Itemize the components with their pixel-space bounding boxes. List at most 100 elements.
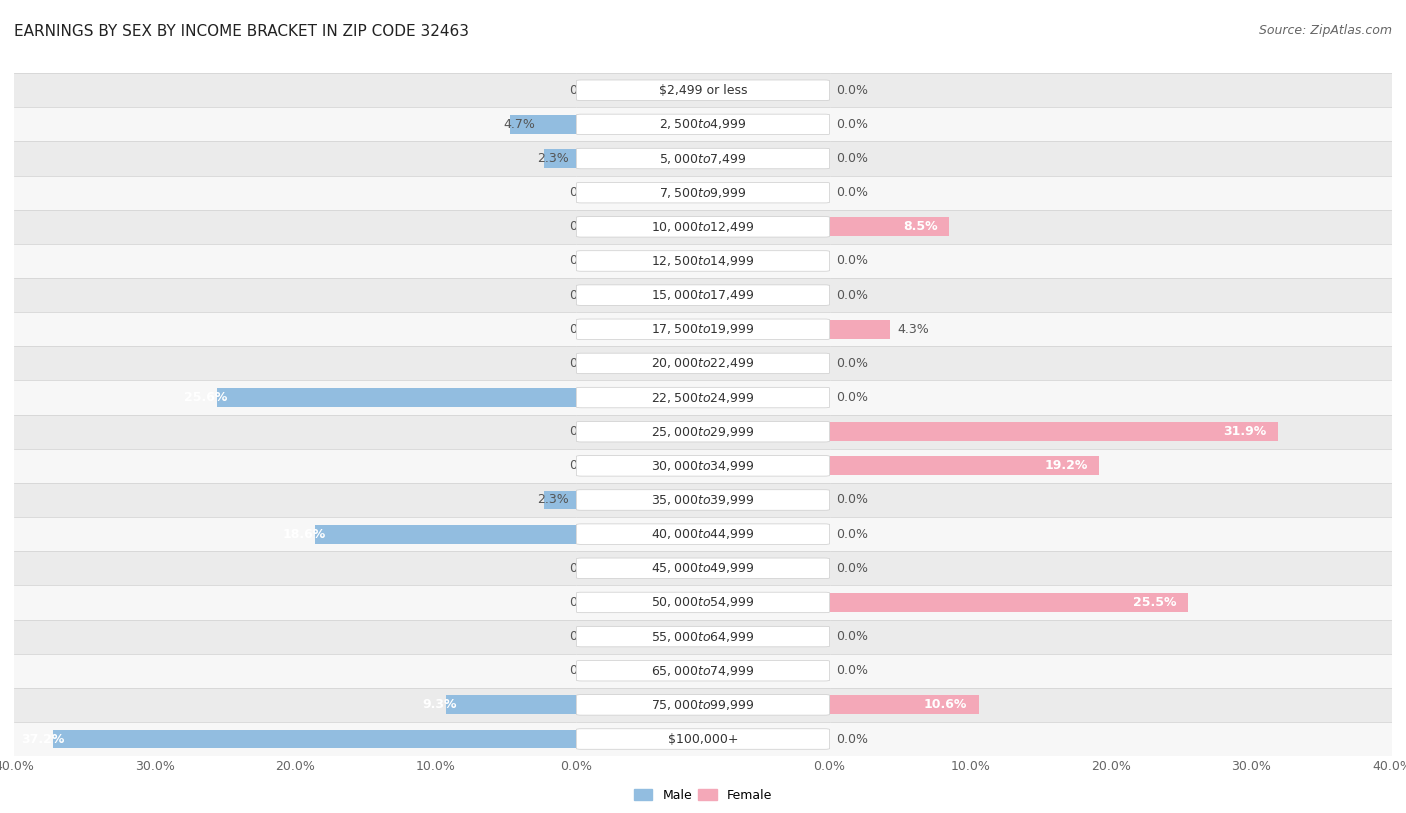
Text: 0.0%: 0.0% [837, 118, 869, 131]
Text: $22,500 to $24,999: $22,500 to $24,999 [651, 390, 755, 405]
Bar [14, 585, 576, 620]
FancyBboxPatch shape [576, 558, 830, 579]
Text: 0.0%: 0.0% [837, 664, 869, 677]
Text: 0.0%: 0.0% [837, 186, 869, 199]
Text: 0.0%: 0.0% [837, 391, 869, 404]
Text: $20,000 to $22,499: $20,000 to $22,499 [651, 356, 755, 371]
Text: 0.0%: 0.0% [837, 562, 869, 575]
Text: $55,000 to $64,999: $55,000 to $64,999 [651, 629, 755, 644]
Bar [576, 380, 830, 415]
Text: $30,000 to $34,999: $30,000 to $34,999 [651, 459, 755, 473]
Text: 0.0%: 0.0% [569, 357, 602, 370]
Text: 31.9%: 31.9% [1223, 425, 1267, 438]
Text: 0.0%: 0.0% [837, 152, 869, 165]
Bar [576, 141, 830, 176]
FancyBboxPatch shape [576, 182, 830, 203]
Text: 25.5%: 25.5% [1133, 596, 1177, 609]
Text: $10,000 to $12,499: $10,000 to $12,499 [651, 220, 755, 234]
Text: 0.0%: 0.0% [569, 186, 602, 199]
Bar [830, 278, 1392, 312]
Bar [53, 729, 576, 749]
FancyBboxPatch shape [576, 421, 830, 442]
Bar [14, 620, 576, 654]
Bar [576, 551, 830, 585]
Bar [576, 585, 830, 620]
Bar [576, 449, 830, 483]
Text: 0.0%: 0.0% [569, 459, 602, 472]
Bar [830, 517, 1392, 551]
Bar [576, 722, 830, 756]
Text: $5,000 to $7,499: $5,000 to $7,499 [659, 151, 747, 166]
Bar [830, 449, 1392, 483]
Bar [830, 210, 1392, 244]
FancyBboxPatch shape [576, 353, 830, 374]
Bar [830, 585, 1392, 620]
Text: 0.0%: 0.0% [569, 254, 602, 267]
Bar [830, 722, 1392, 756]
Text: $100,000+: $100,000+ [668, 733, 738, 746]
Bar [576, 517, 830, 551]
Text: 0.0%: 0.0% [569, 630, 602, 643]
Text: 0.0%: 0.0% [837, 630, 869, 643]
Bar [830, 688, 1392, 722]
Bar [576, 312, 830, 346]
Bar [576, 278, 830, 312]
Bar [576, 620, 830, 654]
Text: 9.3%: 9.3% [422, 698, 457, 711]
FancyBboxPatch shape [576, 728, 830, 750]
Text: $45,000 to $49,999: $45,000 to $49,999 [651, 561, 755, 576]
Bar [446, 695, 576, 715]
Bar [14, 688, 576, 722]
Text: 0.0%: 0.0% [569, 596, 602, 609]
Text: 0.0%: 0.0% [837, 84, 869, 97]
Bar [576, 654, 830, 688]
Text: 0.0%: 0.0% [837, 528, 869, 541]
Bar [830, 73, 1392, 107]
Bar [576, 176, 830, 210]
Text: $65,000 to $74,999: $65,000 to $74,999 [651, 663, 755, 678]
Text: $2,499 or less: $2,499 or less [659, 84, 747, 97]
Text: $50,000 to $54,999: $50,000 to $54,999 [651, 595, 755, 610]
Bar [576, 688, 830, 722]
Bar [830, 380, 1392, 415]
Text: Source: ZipAtlas.com: Source: ZipAtlas.com [1258, 24, 1392, 37]
Text: 0.0%: 0.0% [837, 357, 869, 370]
FancyBboxPatch shape [576, 489, 830, 511]
Legend: Male, Female: Male, Female [628, 784, 778, 806]
Bar [14, 312, 576, 346]
Bar [830, 107, 1392, 141]
Text: $17,500 to $19,999: $17,500 to $19,999 [651, 322, 755, 337]
FancyBboxPatch shape [576, 660, 830, 681]
Text: $2,500 to $4,999: $2,500 to $4,999 [659, 117, 747, 132]
Text: 2.3%: 2.3% [537, 152, 569, 165]
FancyBboxPatch shape [576, 148, 830, 169]
Text: $12,500 to $14,999: $12,500 to $14,999 [651, 254, 755, 268]
Text: 0.0%: 0.0% [837, 254, 869, 267]
Bar [14, 517, 576, 551]
FancyBboxPatch shape [576, 319, 830, 340]
Text: 0.0%: 0.0% [837, 289, 869, 302]
Text: $25,000 to $29,999: $25,000 to $29,999 [651, 424, 755, 439]
Bar [830, 415, 1392, 449]
Bar [14, 654, 576, 688]
Bar [830, 456, 1099, 476]
FancyBboxPatch shape [576, 216, 830, 237]
Text: 4.7%: 4.7% [503, 118, 536, 131]
Text: 37.2%: 37.2% [21, 733, 65, 746]
Text: $75,000 to $99,999: $75,000 to $99,999 [651, 698, 755, 712]
Bar [830, 695, 979, 715]
Bar [830, 620, 1392, 654]
Text: 0.0%: 0.0% [569, 664, 602, 677]
Bar [14, 449, 576, 483]
Bar [576, 346, 830, 380]
Bar [830, 551, 1392, 585]
Text: 2.3%: 2.3% [537, 493, 569, 506]
Text: 8.5%: 8.5% [903, 220, 938, 233]
FancyBboxPatch shape [576, 387, 830, 408]
Text: 19.2%: 19.2% [1045, 459, 1088, 472]
Bar [830, 320, 890, 339]
Bar [14, 551, 576, 585]
Bar [217, 388, 576, 407]
Bar [14, 244, 576, 278]
Bar [830, 346, 1392, 380]
